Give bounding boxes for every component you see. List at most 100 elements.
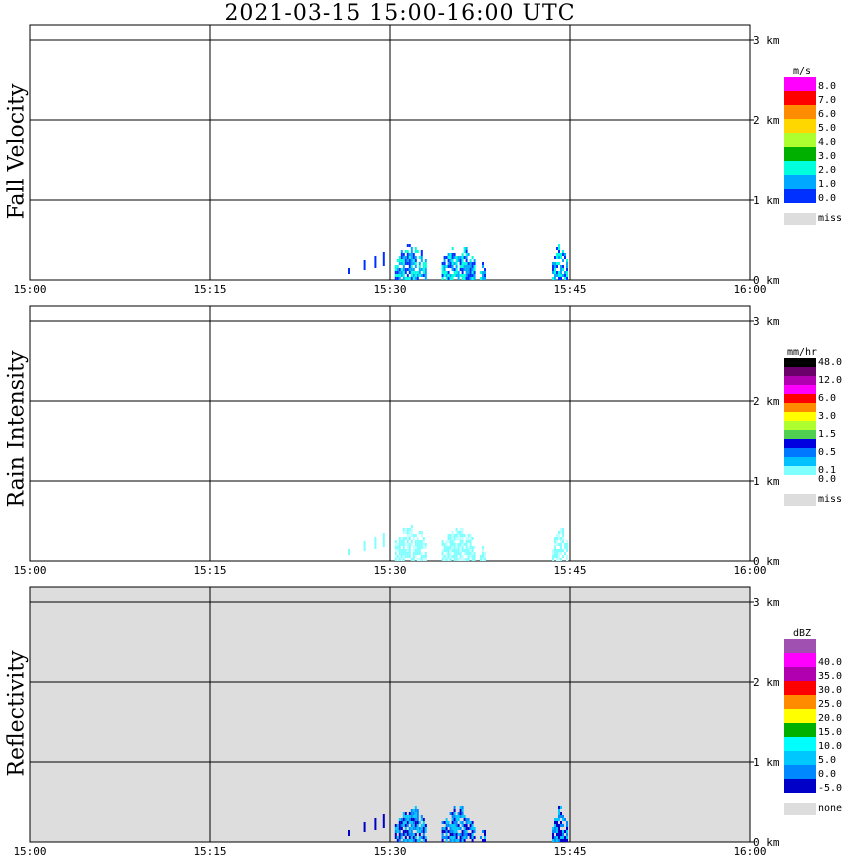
echo-pixel [441,839,444,842]
echo-pixel [445,555,448,558]
echo-pixel [404,812,407,815]
echo-pixel [443,262,446,265]
echo-pixel [414,543,417,546]
echo-pixel [461,555,464,558]
echo-pixel [412,271,415,274]
echo-pixel [459,836,462,839]
echo-pixel [412,277,415,280]
echo-pixel [465,256,468,259]
echo-pixel [404,271,407,274]
echo-pixel [451,555,454,558]
echo-pixel [465,262,468,265]
legend-value: 6.0 [818,393,836,404]
echo-pixel [556,534,558,537]
echo-pixel [457,815,460,818]
echo-pixel [398,833,401,836]
x-tick-label: 16:00 [733,845,766,858]
echo-pixel [398,552,401,555]
echo-pixel [465,537,468,540]
echo-pixel [451,833,454,836]
legend-unit: m/s [793,66,811,77]
echo-pixel [410,839,413,842]
echo-pixel [467,274,470,277]
echo-pixel [414,812,417,815]
echo-pixel [414,265,417,268]
echo-pixel [473,268,476,271]
echo-pixel [418,830,421,833]
echo-pixel [566,540,568,543]
echo-pixel [560,549,562,552]
legend-value: 0.1 [818,465,836,476]
legend-value: 35.0 [818,671,842,682]
echo-pixel [363,541,366,551]
echo-pixel [443,558,446,561]
echo-pixel [484,830,486,833]
echo-pixel [564,839,566,842]
echo-pixel [558,830,560,833]
legend-value: 3.0 [818,151,836,162]
echo-pixel [552,827,554,830]
echo-pixel [562,815,564,818]
echo-pixel [467,818,470,821]
echo-pixel [443,830,446,833]
echo-pixel [560,558,562,561]
echo-pixel [420,274,423,277]
echo-pixel [414,277,417,280]
echo-pixel [560,833,562,836]
echo-pixel [418,274,421,277]
echo-pixel [562,833,564,836]
echo-pixel [461,812,464,815]
echo-pixel [552,549,554,552]
legend-swatch [784,723,816,737]
y-tick-label: 1 km [753,475,780,488]
legend-swatch [784,147,816,161]
echo-pixel [482,277,484,280]
echo-pixel [394,549,397,552]
echo-pixel [449,839,452,842]
echo-pixel [416,815,419,818]
echo-pixel [465,827,468,830]
echo-pixel [463,833,466,836]
echo-pixel [402,839,405,842]
echo-pixel [449,555,452,558]
echo-pixel [396,558,399,561]
legend-swatch [784,448,816,457]
echo-pixel [394,830,397,833]
echo-pixel [410,259,413,262]
echo-pixel [451,824,454,827]
echo-pixel [441,271,444,274]
echo-pixel [445,836,448,839]
echo-pixel [424,268,427,271]
echo-pixel [484,833,486,836]
echo-pixel [457,558,460,561]
echo-pixel [558,812,560,815]
echo-pixel [459,256,462,259]
echo-pixel [558,809,560,812]
echo-pixel [449,830,452,833]
echo-pixel [408,259,411,262]
echo-pixel [558,250,560,253]
echo-pixel [402,821,405,824]
echo-pixel [398,818,401,821]
echo-pixel [560,268,562,271]
echo-pixel [420,534,423,537]
echo-pixel [461,534,464,537]
echo-pixel [441,830,444,833]
echo-pixel [408,268,411,271]
echo-pixel [482,830,484,833]
echo-pixel [447,824,450,827]
echo-pixel [400,250,403,253]
echo-pixel [422,821,425,824]
echo-pixel [420,268,423,271]
echo-pixel [558,818,560,821]
echo-pixel [560,274,562,277]
echo-pixel [410,250,413,253]
echo-pixel [402,546,405,549]
echo-pixel [445,549,448,552]
echo-pixel [560,531,562,534]
echo-pixel [453,830,456,833]
echo-pixel [422,555,425,558]
echo-pixel [420,256,423,259]
echo-pixel [463,827,466,830]
echo-pixel [394,543,397,546]
